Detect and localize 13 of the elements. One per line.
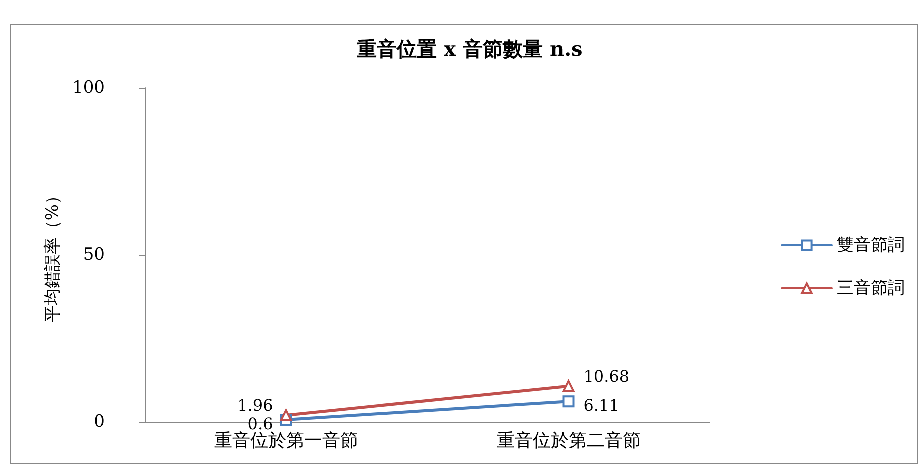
- y-tick-label: 0: [94, 412, 105, 432]
- data-label: 1.96: [238, 396, 274, 415]
- y-axis-title: 平均錯誤率（%）: [43, 187, 64, 323]
- data-label: 10.68: [584, 366, 630, 386]
- legend-label: 雙音節詞: [837, 236, 905, 256]
- y-tick-label: 100: [72, 78, 105, 98]
- x-tick-label: 重音位於第二音節: [496, 430, 641, 452]
- point: [562, 396, 575, 408]
- y-tick-label: 50: [83, 245, 105, 265]
- chart-title: 重音位置 x 音節數量 n.s: [356, 37, 583, 61]
- data-label: 6.11: [584, 396, 620, 416]
- legend-label: 三音節詞: [837, 278, 905, 298]
- x-tick-label: 重音位於第一音節: [214, 430, 358, 452]
